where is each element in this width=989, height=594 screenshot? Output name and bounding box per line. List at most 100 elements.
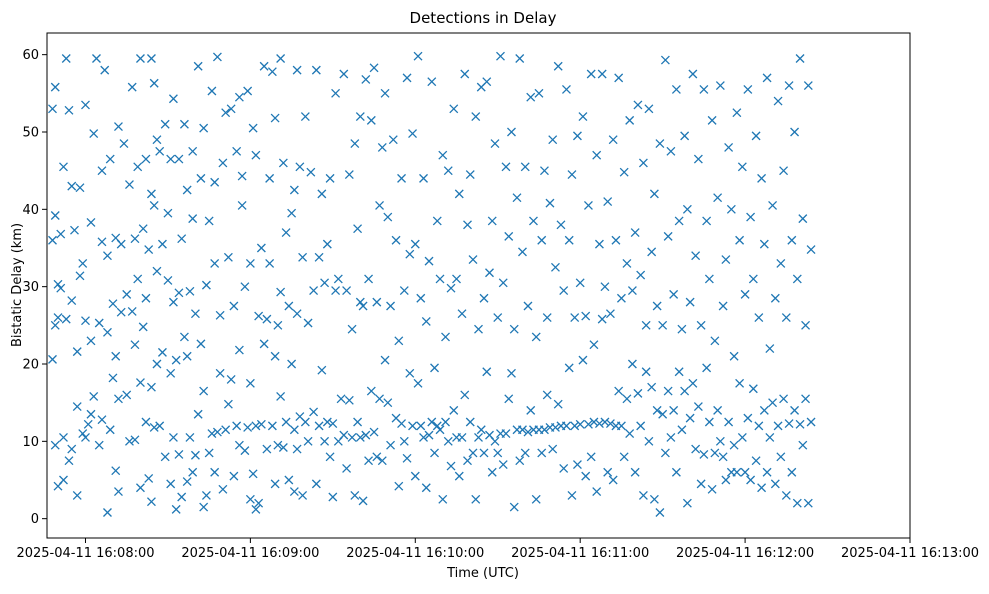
data-point-stroke bbox=[86, 409, 96, 419]
data-point bbox=[603, 467, 613, 477]
data-point bbox=[759, 405, 769, 415]
data-point-stroke bbox=[122, 390, 132, 400]
data-point bbox=[130, 234, 140, 244]
data-point bbox=[190, 450, 200, 460]
data-point-stroke bbox=[625, 429, 635, 439]
data-point bbox=[482, 367, 492, 377]
data-point bbox=[438, 150, 448, 160]
data-point bbox=[336, 394, 346, 404]
data-point-stroke bbox=[188, 214, 198, 224]
data-point-stroke bbox=[688, 378, 698, 388]
data-point-stroke bbox=[751, 131, 761, 141]
data-point-stroke bbox=[441, 417, 450, 427]
data-point-stroke bbox=[589, 417, 599, 427]
data-point-stroke bbox=[103, 327, 112, 337]
data-point bbox=[520, 448, 530, 458]
data-point bbox=[702, 216, 712, 226]
data-point-stroke bbox=[575, 278, 585, 288]
data-point bbox=[421, 317, 431, 326]
data-point-stroke bbox=[471, 112, 481, 121]
data-point bbox=[537, 448, 547, 458]
data-point bbox=[710, 448, 720, 458]
data-point-stroke bbox=[671, 84, 681, 94]
data-point-stroke bbox=[553, 399, 563, 409]
data-point bbox=[152, 359, 162, 369]
data-point-stroke bbox=[479, 448, 489, 458]
data-point bbox=[471, 112, 481, 121]
data-point-stroke bbox=[748, 384, 758, 394]
data-point-stroke bbox=[699, 450, 709, 459]
data-point bbox=[122, 289, 132, 299]
data-point-stroke bbox=[402, 453, 412, 463]
data-point bbox=[768, 200, 778, 210]
data-point bbox=[366, 386, 376, 396]
data-point bbox=[182, 185, 192, 195]
data-point-stroke bbox=[105, 425, 115, 435]
data-point-stroke bbox=[284, 301, 294, 311]
data-point-stroke bbox=[281, 417, 291, 427]
data-point bbox=[707, 484, 717, 494]
data-point-stroke bbox=[592, 150, 602, 160]
data-point-stroke bbox=[806, 245, 816, 254]
data-point bbox=[358, 496, 368, 506]
data-point-stroke bbox=[660, 448, 670, 458]
data-point-stroke bbox=[405, 249, 415, 259]
data-point-stroke bbox=[490, 139, 500, 149]
data-point bbox=[432, 216, 442, 226]
data-point bbox=[152, 135, 162, 145]
data-point bbox=[89, 392, 99, 401]
data-point bbox=[287, 208, 297, 218]
data-point-stroke bbox=[245, 258, 255, 268]
data-point-stroke bbox=[344, 395, 354, 405]
data-point-stroke bbox=[188, 146, 198, 156]
data-point bbox=[586, 69, 596, 79]
data-point bbox=[199, 386, 209, 396]
data-point bbox=[740, 289, 750, 299]
data-point bbox=[732, 467, 742, 477]
data-point-stroke bbox=[273, 320, 283, 330]
data-point bbox=[594, 239, 604, 249]
data-point-stroke bbox=[234, 92, 244, 102]
data-point-stroke bbox=[465, 170, 475, 179]
data-point bbox=[399, 436, 409, 446]
data-point-stroke bbox=[682, 204, 692, 214]
data-point bbox=[501, 429, 511, 439]
data-point-stroke bbox=[171, 355, 181, 365]
data-point-stroke bbox=[534, 88, 544, 98]
data-point bbox=[526, 405, 536, 415]
data-point bbox=[572, 460, 582, 469]
data-point bbox=[56, 283, 66, 293]
data-point-stroke bbox=[199, 502, 209, 512]
data-point bbox=[691, 251, 701, 261]
data-point bbox=[751, 131, 761, 141]
data-point bbox=[361, 74, 371, 84]
data-point bbox=[259, 61, 269, 71]
data-point-stroke bbox=[680, 131, 690, 141]
data-point bbox=[669, 405, 679, 415]
data-point bbox=[262, 444, 272, 454]
data-point bbox=[589, 340, 599, 350]
data-point bbox=[243, 422, 253, 432]
data-point-stroke bbox=[724, 417, 734, 427]
data-point-stroke bbox=[435, 425, 445, 435]
data-point bbox=[589, 417, 599, 427]
data-point-stroke bbox=[663, 386, 673, 396]
data-point-stroke bbox=[732, 467, 742, 477]
data-point bbox=[155, 421, 165, 431]
data-point bbox=[465, 170, 475, 179]
data-point-stroke bbox=[212, 427, 222, 437]
data-point bbox=[377, 456, 387, 466]
data-point-stroke bbox=[545, 198, 555, 208]
data-point-stroke bbox=[144, 473, 154, 483]
data-point bbox=[303, 318, 313, 328]
data-point bbox=[757, 483, 767, 493]
data-point-stroke bbox=[75, 271, 85, 281]
data-point bbox=[803, 498, 813, 508]
data-point-stroke bbox=[655, 508, 665, 517]
data-point-stroke bbox=[67, 181, 77, 191]
data-point-stroke bbox=[454, 189, 464, 199]
data-point-stroke bbox=[380, 355, 390, 365]
data-point bbox=[278, 443, 288, 452]
data-point bbox=[416, 421, 426, 431]
data-point bbox=[567, 170, 577, 179]
